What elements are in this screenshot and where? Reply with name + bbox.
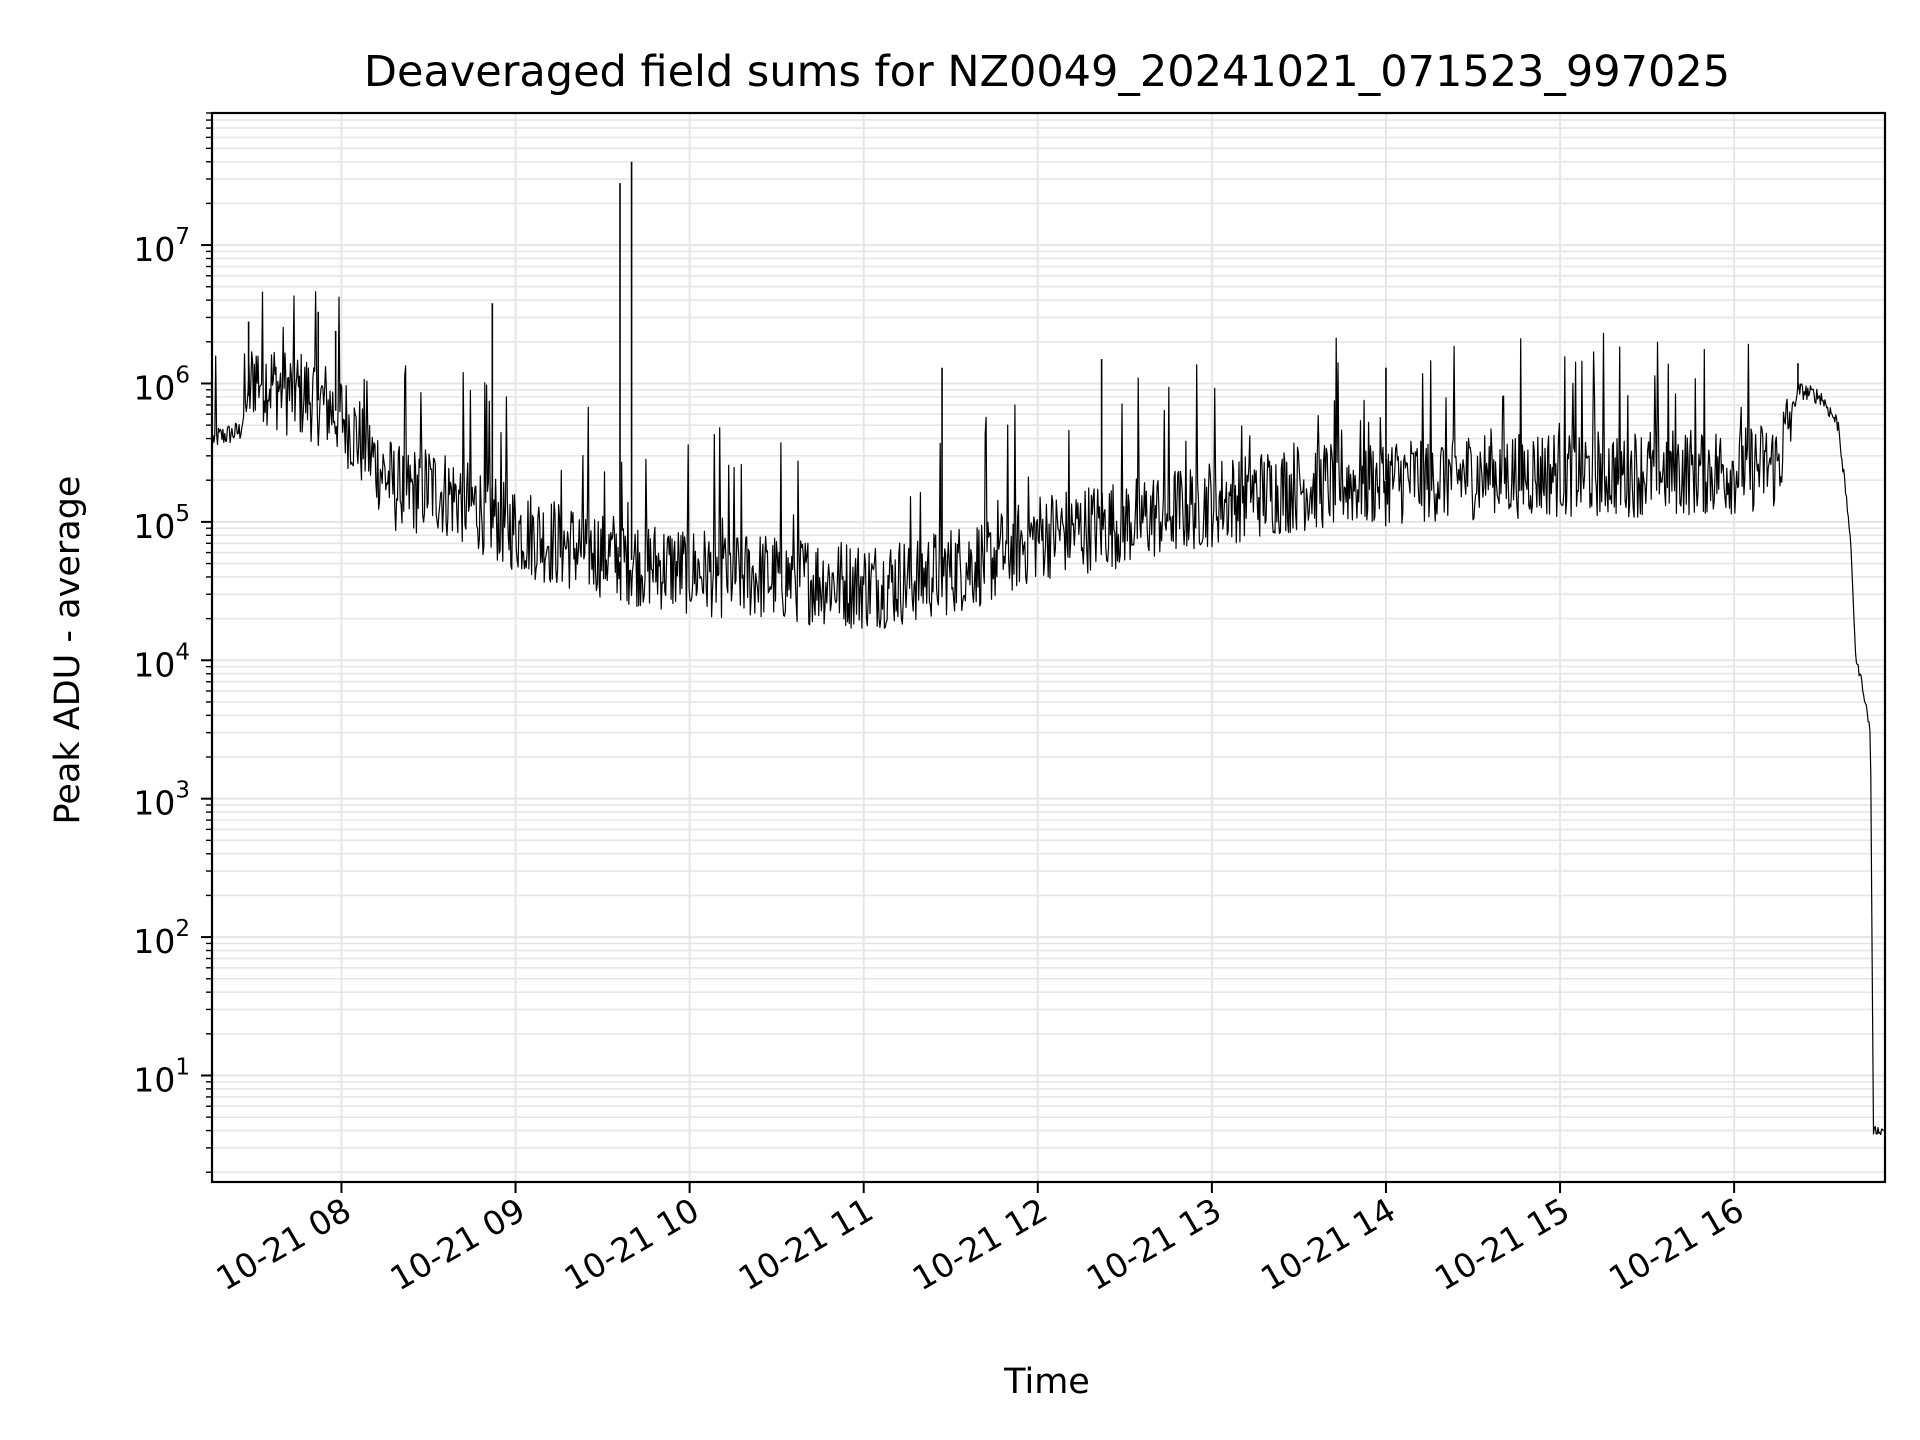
grid [212,112,1885,1182]
y-tick-label: 105 [133,501,190,546]
y-tick-label: 107 [133,224,190,269]
plot-frame [210,111,1887,1184]
chart-title: Deaveraged field sums for NZ0049_2024102… [364,47,1730,97]
y-axis-label: Peak ADU - average [48,476,88,825]
y-tick-label: 104 [133,639,190,684]
x-axis-label: Time [1003,1362,1090,1402]
y-tick-label: 101 [133,1054,190,1099]
series-line [212,291,1884,1136]
series-layer [212,161,1884,1136]
y-tick-label: 102 [133,916,190,961]
y-tick-label: 103 [133,778,190,823]
y-axis: 101 102 103 104 105 106 107 [133,112,212,1173]
y-tick-label: 106 [133,362,190,407]
